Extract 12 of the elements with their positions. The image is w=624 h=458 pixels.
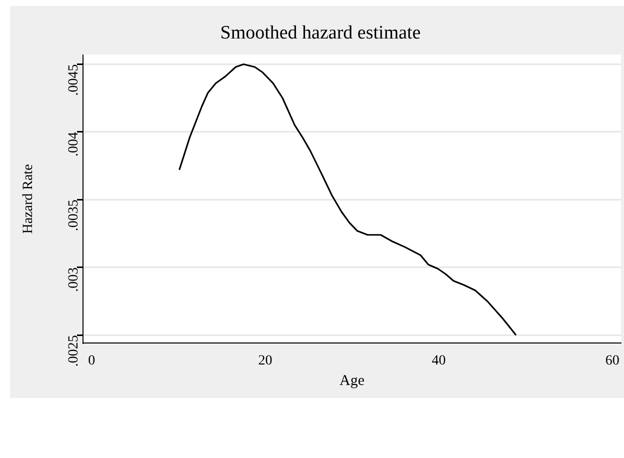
x-tick-label: 20	[258, 353, 272, 368]
y-tick-label: .0035	[66, 200, 82, 232]
y-tick-label: .0025	[66, 335, 82, 367]
y-tick-label: .0045	[66, 64, 82, 96]
x-axis-title: Age	[340, 372, 365, 389]
y-tick-label: .003	[66, 267, 82, 292]
y-tick-label: .004	[66, 132, 82, 156]
y-axis-title: Hazard Rate	[21, 164, 36, 234]
x-tick-label: 40	[432, 353, 446, 368]
x-tick-label: 60	[605, 353, 620, 368]
x-tick-label: 0	[88, 353, 96, 368]
chart-title: Smoothed hazard estimate	[220, 22, 421, 44]
